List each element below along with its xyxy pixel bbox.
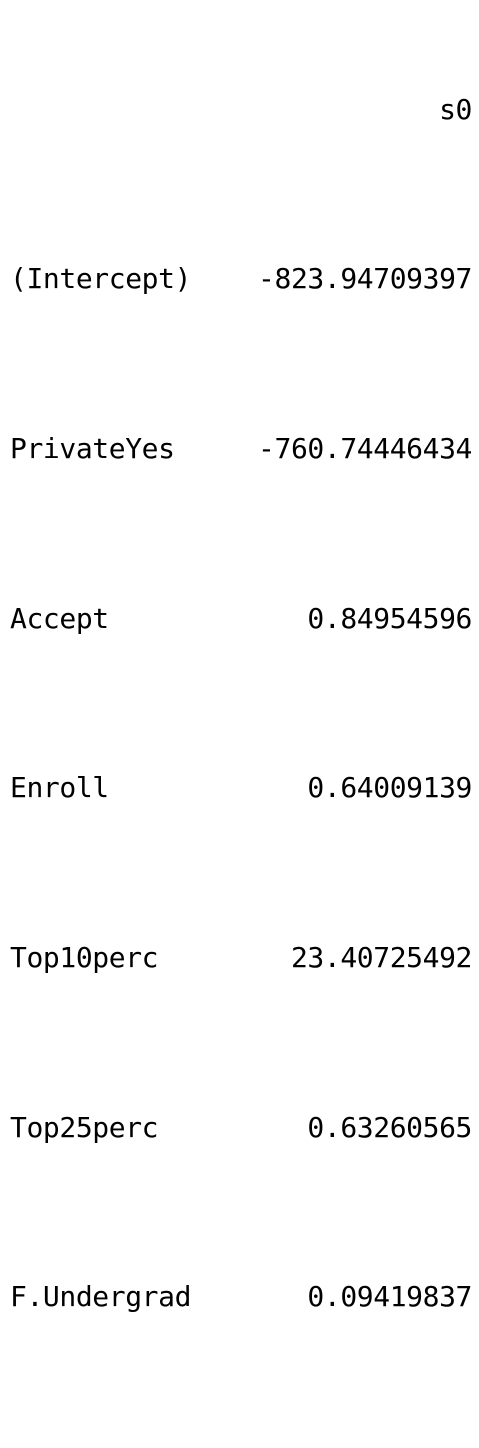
coefficient-name: PrivateYes [10,432,175,466]
coefficient-name: F.Undergrad [10,1280,192,1314]
coefficient-row-intercept: (Intercept) -823.94709397 [10,258,472,300]
coefficient-output: s0 (Intercept) -823.94709397 PrivateYes … [10,4,472,1448]
coefficient-row-enroll: Enroll 0.64009139 [10,767,472,809]
coefficient-row-top25perc: Top25perc 0.63260565 [10,1107,472,1149]
coefficient-name: P.Undergrad [10,1446,191,1448]
coefficient-value: 0.64009139 [307,771,472,805]
coefficient-value: -823.94709397 [258,262,472,296]
column-header-row: s0 [10,89,472,131]
coefficient-value: 0.63260565 [307,1110,472,1144]
coefficient-row-top10perc: Top10perc 23.40725492 [10,937,472,979]
coefficient-value: -760.74446434 [258,432,472,466]
coefficient-row-accept: Accept 0.84954596 [10,598,472,640]
coefficient-name: Accept [10,601,109,635]
coefficient-value: -0.04171499 [291,1446,472,1448]
coefficient-value: 23.40725492 [290,940,472,974]
coefficient-name: Enroll [10,771,109,805]
coefficient-name: Top25perc [10,1110,159,1144]
coefficient-value: 0.84954596 [307,601,472,635]
coefficient-name: Top10perc [10,940,159,974]
coefficient-row-f-undergrad: F.Undergrad 0.09419837 [10,1276,472,1318]
column-header: s0 [439,92,472,126]
coefficient-row-privateyes: PrivateYes -760.74446434 [10,428,472,470]
coefficient-row-p-undergrad: P.Undergrad -0.04171499 [10,1446,472,1448]
coefficient-value: 0.09419837 [307,1280,472,1314]
coefficient-name: (Intercept) [10,262,192,296]
